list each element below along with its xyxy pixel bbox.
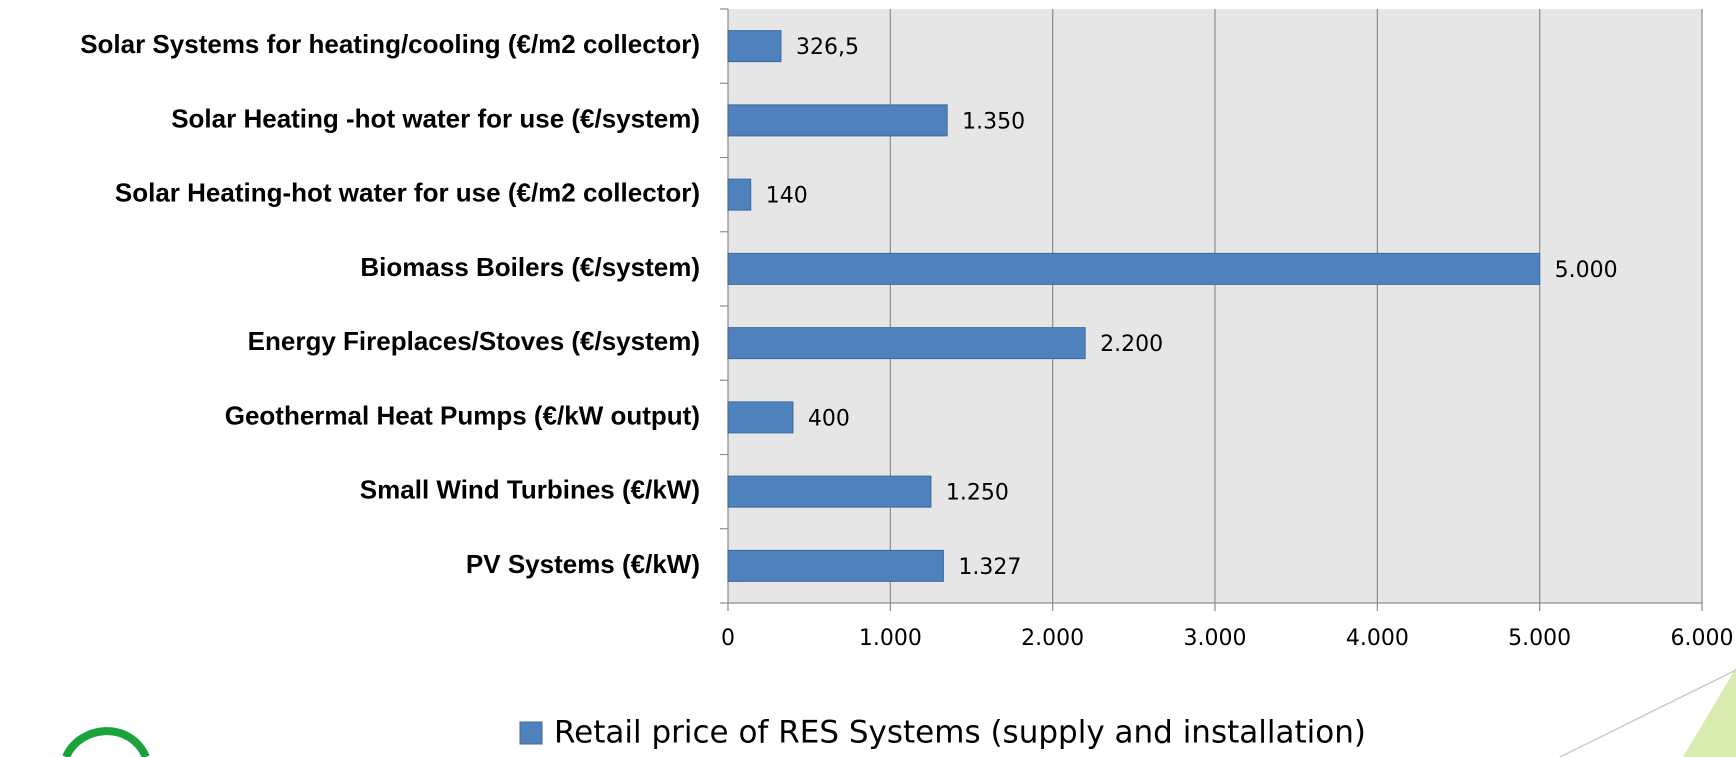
value-label: 1.250 (946, 481, 1009, 506)
bar (727, 252, 1541, 285)
x-tick-label: 0 (721, 626, 735, 651)
value-label: 1.327 (958, 555, 1021, 580)
x-tick-label: 2.000 (1021, 626, 1084, 651)
decoration (1559, 669, 1736, 757)
value-label: 400 (808, 406, 850, 431)
decoration (1683, 668, 1736, 757)
y-tick-label: Small Wind Turbines (€/kW) (360, 475, 700, 505)
y-tick-label: Solar Systems for heating/cooling (€/m2 … (80, 29, 700, 59)
bar (727, 178, 752, 211)
bar (727, 549, 944, 582)
value-label: 326,5 (796, 35, 859, 60)
bar (727, 475, 932, 508)
x-tick-label: 6.000 (1671, 626, 1734, 651)
y-tick-label: Energy Fireplaces/Stoves (€/system) (248, 326, 700, 356)
value-label: 1.350 (962, 109, 1025, 134)
value-label: 140 (766, 184, 808, 209)
y-tick-label: Solar Heating-hot water for use (€/m2 co… (115, 178, 700, 208)
value-label: 5.000 (1555, 258, 1618, 283)
logo (62, 727, 150, 757)
x-tick-label: 4.000 (1346, 626, 1409, 651)
y-tick-label: Solar Heating -hot water for use (€/syst… (171, 103, 700, 133)
bar (727, 327, 1086, 360)
y-tick-label: PV Systems (€/kW) (466, 549, 700, 579)
y-tick-label: Biomass Boilers (€/system) (360, 252, 700, 282)
bar (727, 401, 794, 434)
bar (727, 104, 948, 137)
x-tick-label: 5.000 (1508, 626, 1571, 651)
bar (727, 30, 782, 63)
x-tick-label: 3.000 (1184, 626, 1247, 651)
legend-swatch (519, 721, 543, 745)
value-label: 2.200 (1100, 332, 1163, 357)
legend-label: Retail price of RES Systems (supply and … (554, 715, 1366, 751)
y-tick-label: Geothermal Heat Pumps (€/kW output) (225, 400, 700, 430)
x-tick-label: 1.000 (859, 626, 922, 651)
